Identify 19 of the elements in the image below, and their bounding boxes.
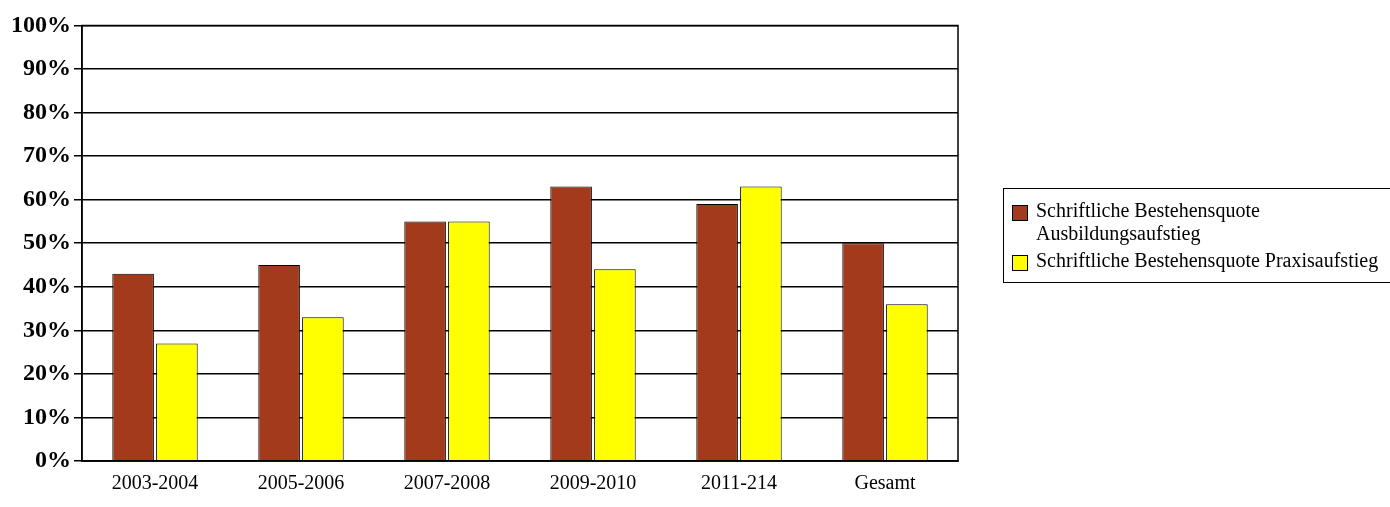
y-tick-label: 0% bbox=[35, 446, 71, 473]
x-tick-label: 2009-2010 bbox=[549, 471, 637, 494]
x-tick-label: 2003-2004 bbox=[111, 471, 199, 494]
y-tick-label: 80% bbox=[23, 97, 71, 124]
y-tick-label: 70% bbox=[23, 141, 71, 168]
x-tick-label: Gesamt bbox=[854, 471, 916, 494]
x-tick-label: 2007-2008 bbox=[403, 471, 491, 494]
y-tick-label: 40% bbox=[23, 271, 71, 298]
legend-label: Schriftliche Bestehensquote Praxisaufstieg bbox=[1036, 249, 1379, 272]
y-tick-label: 50% bbox=[23, 228, 71, 255]
x-tick-label: 2011-214 bbox=[701, 471, 777, 494]
y-tick-label: 30% bbox=[23, 315, 71, 342]
legend-label: Schriftliche Bestehensquote Ausbildungsaufstieg bbox=[1036, 199, 1261, 245]
y-tick-label: 90% bbox=[23, 54, 71, 81]
x-tick-label: 2005-2006 bbox=[257, 471, 345, 494]
y-tick-label: 20% bbox=[23, 359, 71, 386]
y-tick-label: 100% bbox=[11, 10, 71, 37]
y-tick-label: 60% bbox=[23, 184, 71, 211]
y-tick-label: 10% bbox=[23, 402, 71, 429]
